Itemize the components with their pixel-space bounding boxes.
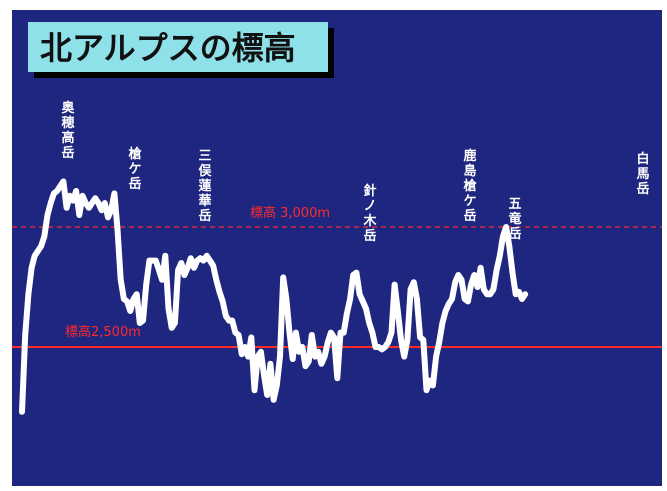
peak-labels: 奥穂高岳槍ケ岳 三俣蓮華岳 針ノ木岳 鹿島槍ケ岳五竜岳 白馬岳 [61, 100, 649, 244]
peak-label: 針ノ木岳 [362, 183, 377, 244]
peak-label: 槍ケ岳 [127, 146, 142, 192]
peak-label: 白馬岳 [636, 151, 649, 197]
peak-label: 鹿島槍ケ岳 [462, 148, 477, 224]
title-background [28, 22, 328, 72]
plot-background [12, 10, 662, 486]
peak-label: 五竜岳 [508, 197, 521, 242]
reference-label-3000: 標高 3,000m [250, 205, 330, 221]
peak-label: 奥穂高岳 [61, 100, 75, 161]
reference-label-2500: 標高2,500m [65, 324, 141, 340]
peak-label: 三俣蓮華岳 [198, 149, 212, 224]
elevation-profile-line [19, 178, 529, 415]
chart-title: 北アルプスの標高 [40, 29, 296, 67]
title-box: 北アルプスの標高 [28, 22, 334, 78]
